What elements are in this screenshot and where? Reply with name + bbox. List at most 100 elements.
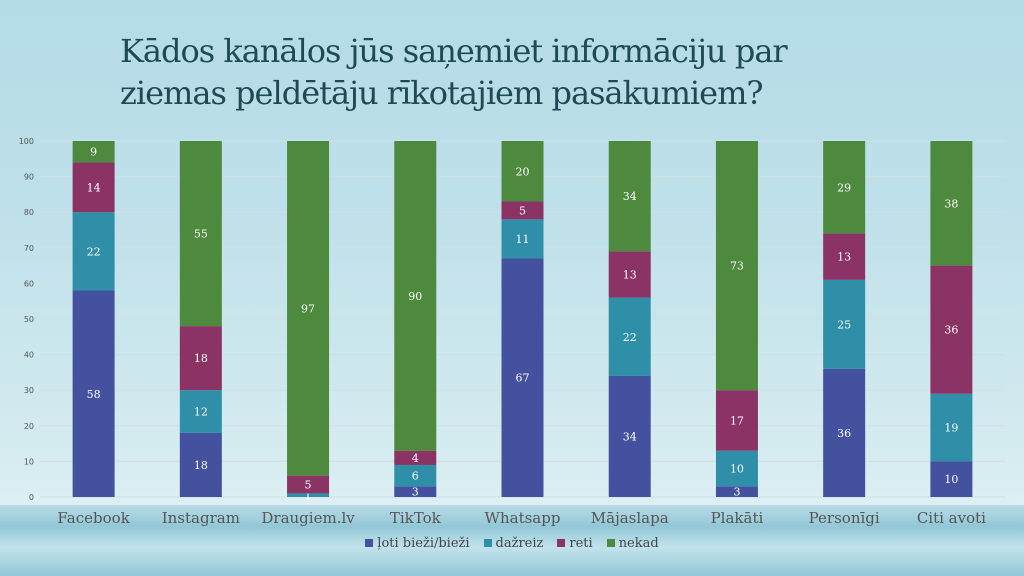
bar-segment	[715, 390, 758, 451]
data-label: 90	[408, 290, 422, 303]
data-label: 38	[944, 197, 958, 210]
bar-segment	[287, 493, 330, 497]
data-label: 13	[837, 251, 851, 264]
legend-swatch	[606, 539, 615, 547]
bar-segment	[394, 141, 437, 451]
data-label: 5	[519, 204, 526, 217]
bar-segment	[501, 219, 544, 259]
bar-segment	[715, 450, 758, 487]
y-tick-label: 30	[24, 386, 34, 395]
data-label: 36	[837, 427, 851, 440]
x-tick-label: Draugiem.lv	[261, 509, 355, 527]
data-label: 3	[733, 486, 740, 499]
x-tick-label: Personīgi	[809, 509, 880, 527]
x-tick-label: Citi avoti	[917, 509, 986, 527]
data-label: 4	[412, 452, 419, 465]
watercolor-background	[0, 505, 1024, 576]
data-label: 11	[516, 233, 530, 246]
chart-title: Kādos kanālos jūs saņemiet informāciju p…	[120, 32, 788, 112]
bar-segment	[394, 464, 437, 487]
bar-segment	[501, 201, 544, 220]
bar-segment	[715, 486, 758, 497]
y-tick-label: 0	[29, 493, 34, 502]
data-label: 67	[516, 372, 530, 385]
legend-swatch	[483, 539, 492, 547]
data-label: 34	[623, 190, 637, 203]
legend-item: dažreiz	[483, 536, 544, 551]
y-tick-label: 100	[19, 137, 34, 146]
bar-segment	[501, 258, 544, 497]
legend-label: reti	[569, 536, 593, 551]
y-tick-label: 90	[24, 173, 34, 182]
legend-item: nekad	[606, 536, 659, 551]
data-label: 18	[194, 459, 208, 472]
legend-item: ļoti bieži/bieži	[365, 536, 470, 551]
legend: ļoti bieži/bieži dažreiz reti nekad	[0, 536, 1024, 551]
data-label: 3	[412, 486, 419, 499]
data-label: 73	[730, 260, 744, 273]
data-label: 25	[837, 318, 851, 331]
data-label: 6	[412, 470, 419, 483]
bar-segment	[179, 432, 222, 497]
data-label: 12	[194, 406, 208, 419]
bar-segment	[179, 390, 222, 433]
bar-segment	[823, 368, 866, 497]
legend-label: dažreiz	[495, 536, 544, 551]
legend-label: ļoti bieži/bieži	[377, 536, 470, 551]
x-tick-label: Facebook	[57, 509, 130, 527]
legend-swatch	[557, 539, 566, 547]
data-label: 58	[87, 388, 101, 401]
bar-segment	[72, 290, 115, 497]
x-tick-label: TikTok	[390, 509, 442, 527]
bar-segment	[608, 141, 651, 252]
bar-segment	[930, 461, 973, 497]
bar-segment	[179, 141, 222, 327]
data-label: 55	[194, 228, 208, 241]
x-tick-label: Instagram	[162, 509, 240, 527]
data-label: 10	[944, 473, 958, 486]
y-tick-label: 50	[24, 315, 34, 324]
data-label: 18	[194, 352, 208, 365]
legend-swatch	[365, 539, 374, 547]
x-tick-label: Mājaslapa	[591, 509, 669, 527]
data-label: 13	[623, 269, 637, 282]
bar-segment	[930, 265, 973, 394]
bar-segment	[501, 141, 544, 202]
y-tick-label: 70	[24, 244, 34, 253]
bar-segment	[930, 393, 973, 462]
data-label: 14	[87, 181, 101, 194]
bar-segment	[930, 141, 973, 266]
bar-segment	[394, 486, 437, 497]
x-tick-label: Whatsapp	[485, 509, 561, 527]
bar-segment	[608, 375, 651, 497]
y-tick-label: 20	[24, 422, 34, 431]
data-label: 5	[305, 479, 312, 492]
data-label: 17	[730, 414, 744, 427]
y-tick-label: 60	[24, 279, 34, 288]
bar-segment	[823, 279, 866, 369]
legend-item: reti	[557, 536, 593, 551]
data-label: 97	[301, 302, 315, 315]
bar-segment	[72, 141, 115, 163]
bar-segment	[608, 297, 651, 376]
data-label: 22	[623, 331, 637, 344]
data-label: 36	[944, 324, 958, 337]
y-tick-label: 40	[24, 351, 34, 360]
bar-segment	[179, 326, 222, 391]
bar-segment	[823, 141, 866, 234]
bar-segment	[394, 450, 437, 465]
bar-segment	[72, 212, 115, 291]
bar-segment	[287, 475, 330, 494]
bar-segment	[715, 141, 758, 391]
x-tick-label: Plakāti	[711, 509, 764, 527]
data-label: 29	[837, 181, 851, 194]
data-label: 19	[944, 422, 958, 435]
y-tick-label: 10	[24, 457, 34, 466]
bar-segment	[287, 141, 330, 476]
data-label: 10	[730, 463, 744, 476]
legend-label: nekad	[618, 536, 659, 551]
y-tick-label: 80	[24, 208, 34, 217]
bar-segment	[72, 162, 115, 213]
data-label: 20	[516, 165, 530, 178]
